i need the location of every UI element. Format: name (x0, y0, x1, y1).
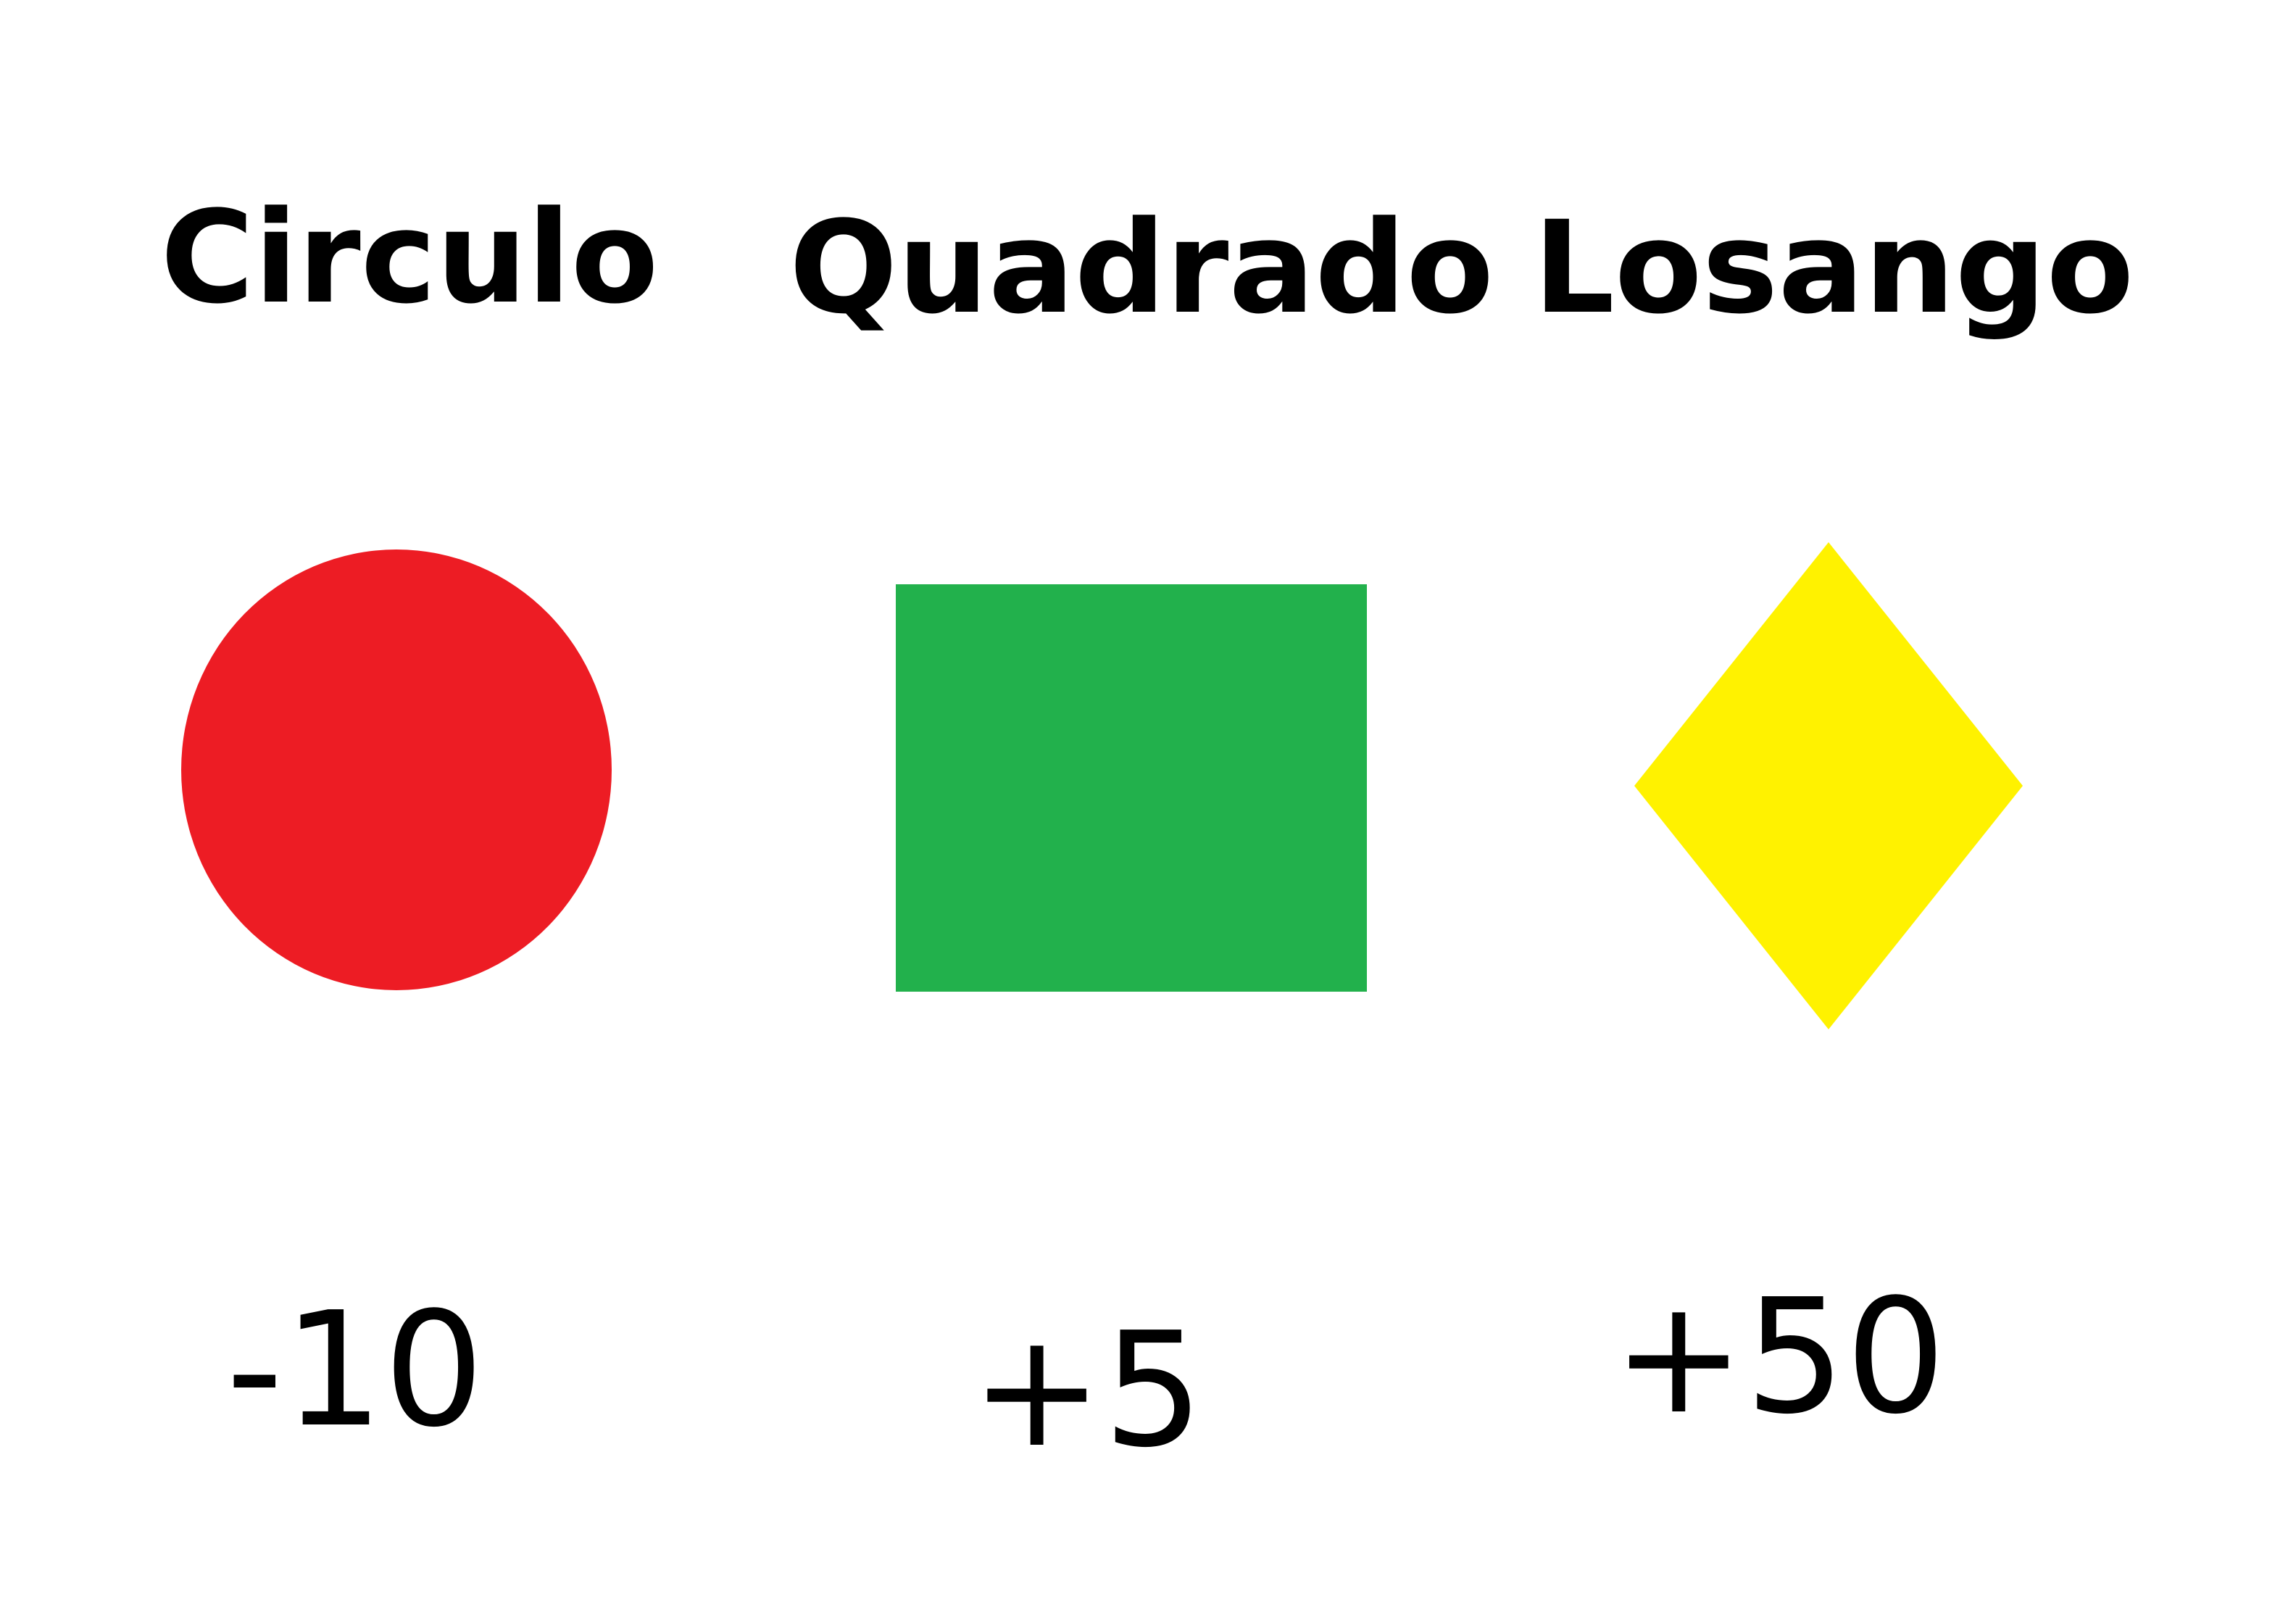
circle-score: -10 (225, 1279, 485, 1462)
square-label: Quadrado (789, 194, 1494, 342)
diamond-label: Losango (1533, 194, 2134, 342)
yellow-diamond-icon (1634, 542, 2023, 1029)
red-circle-icon (181, 549, 612, 990)
square-score: +5 (970, 1299, 1204, 1482)
diamond-score: +50 (1612, 1266, 1947, 1449)
green-square-icon (896, 584, 1367, 992)
circle-label: Circulo (160, 183, 659, 332)
